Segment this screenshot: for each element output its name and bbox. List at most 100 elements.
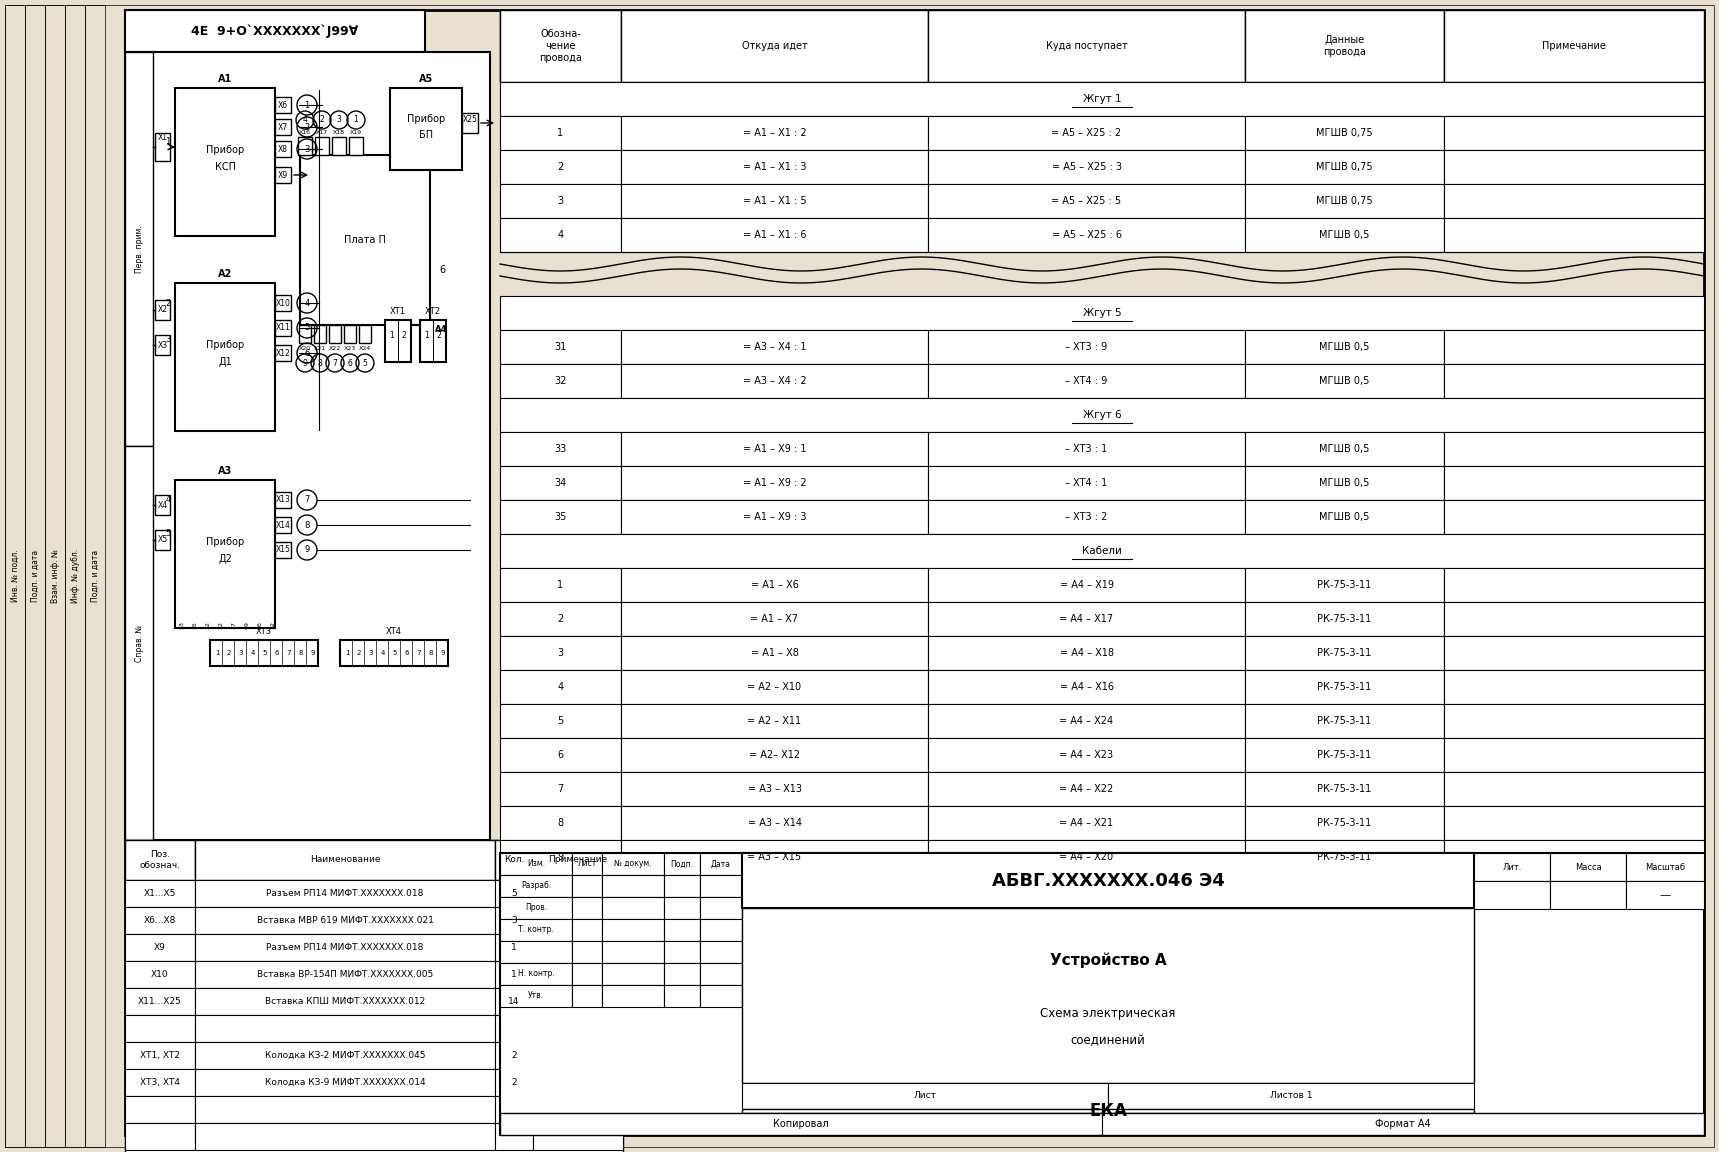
- Bar: [602, 897, 664, 919]
- Bar: [462, 113, 478, 132]
- Text: = А4 – Х16: = А4 – Х16: [1059, 682, 1114, 692]
- Bar: [500, 10, 621, 82]
- Bar: [500, 150, 621, 184]
- Bar: [500, 919, 572, 941]
- Text: Н. контр.: Н. контр.: [517, 970, 554, 978]
- Text: РК-75-3-11: РК-75-3-11: [1317, 818, 1372, 828]
- Text: 1: 1: [304, 100, 309, 109]
- Text: 4: 4: [557, 230, 564, 240]
- Bar: [500, 432, 621, 467]
- Text: Масштаб: Масштаб: [1645, 863, 1685, 872]
- Text: 1: 1: [557, 579, 564, 590]
- Text: Х8: Х8: [278, 144, 289, 153]
- Text: Х23: Х23: [344, 346, 356, 350]
- Bar: [1245, 670, 1444, 704]
- Bar: [928, 467, 1245, 500]
- Bar: [125, 907, 194, 934]
- Bar: [700, 876, 743, 897]
- Bar: [125, 1015, 194, 1043]
- Text: 2: 2: [511, 1078, 517, 1087]
- Text: 7: 7: [416, 650, 421, 655]
- Text: 1: 1: [354, 115, 358, 124]
- Bar: [1444, 602, 1704, 636]
- Text: МГШВ 0,5: МГШВ 0,5: [1318, 511, 1370, 522]
- Text: 33: 33: [179, 621, 184, 629]
- Bar: [1444, 840, 1704, 874]
- Text: А5: А5: [419, 74, 433, 84]
- Bar: [1444, 806, 1704, 840]
- Bar: [1444, 670, 1704, 704]
- Text: 26: 26: [258, 621, 263, 629]
- Bar: [1551, 852, 1626, 881]
- Text: МГШВ 0,5: МГШВ 0,5: [1318, 444, 1370, 454]
- Text: 4: 4: [557, 682, 564, 692]
- Text: Инв. № подл.: Инв. № подл.: [10, 550, 19, 602]
- Text: ХТ4: ХТ4: [387, 628, 402, 637]
- Text: Х17: Х17: [316, 130, 328, 136]
- Text: 3: 3: [557, 647, 564, 658]
- Bar: [500, 184, 621, 218]
- Text: 2: 2: [358, 650, 361, 655]
- Text: 1: 1: [511, 970, 517, 979]
- Bar: [194, 907, 495, 934]
- Text: РК-75-3-11: РК-75-3-11: [1317, 614, 1372, 624]
- Bar: [175, 283, 275, 431]
- Bar: [1245, 432, 1444, 467]
- Bar: [315, 325, 327, 343]
- Text: БП: БП: [419, 130, 433, 141]
- Bar: [210, 641, 318, 666]
- Bar: [125, 446, 153, 840]
- Bar: [495, 1123, 533, 1150]
- Text: 1: 1: [215, 650, 220, 655]
- Text: = А1 – Х1 : 3: = А1 – Х1 : 3: [743, 162, 806, 172]
- Bar: [155, 495, 170, 515]
- Bar: [500, 876, 572, 897]
- Text: 2: 2: [557, 162, 564, 172]
- Text: 8: 8: [428, 650, 433, 655]
- Bar: [1551, 881, 1626, 909]
- Bar: [500, 985, 572, 1007]
- Text: Х9: Х9: [155, 943, 167, 952]
- Bar: [1245, 329, 1444, 364]
- Text: Кол.: Кол.: [504, 856, 524, 864]
- Bar: [621, 432, 928, 467]
- Bar: [664, 852, 700, 876]
- Bar: [315, 137, 328, 156]
- Text: 2: 2: [511, 1051, 517, 1060]
- Text: = А1 – Х9 : 2: = А1 – Х9 : 2: [743, 478, 806, 488]
- Bar: [1245, 704, 1444, 738]
- Bar: [928, 364, 1245, 397]
- Text: = А4 – Х20: = А4 – Х20: [1059, 852, 1114, 862]
- Bar: [155, 335, 170, 355]
- Text: Вставка ВР-154П МИФТ.XXXXXXX.005: Вставка ВР-154П МИФТ.XXXXXXX.005: [256, 970, 433, 979]
- Text: 49: 49: [244, 621, 249, 629]
- Bar: [84, 5, 105, 1147]
- Text: Кабели: Кабели: [1081, 546, 1123, 556]
- Bar: [194, 1096, 495, 1123]
- Text: 2: 2: [437, 331, 442, 340]
- Text: Х16: Х16: [299, 130, 311, 136]
- Text: – ХТ3 : 1: – ХТ3 : 1: [1066, 444, 1107, 454]
- Bar: [1245, 10, 1444, 82]
- Text: 35: 35: [193, 621, 198, 629]
- Bar: [297, 137, 313, 156]
- Bar: [1473, 852, 1551, 881]
- Text: Пров.: Пров.: [524, 903, 547, 912]
- Text: 5: 5: [557, 717, 564, 726]
- Bar: [45, 5, 65, 1147]
- Text: Х14: Х14: [275, 521, 291, 530]
- Bar: [1473, 881, 1551, 909]
- Bar: [125, 10, 425, 52]
- Text: А4: А4: [435, 326, 447, 334]
- Text: Прибор: Прибор: [206, 340, 244, 350]
- Text: Х5: Х5: [158, 536, 168, 545]
- Bar: [385, 320, 411, 362]
- Bar: [743, 852, 1473, 908]
- Text: Х3: Х3: [158, 341, 168, 349]
- Text: А1: А1: [218, 74, 232, 84]
- Text: Х2: Х2: [158, 305, 168, 314]
- Bar: [1444, 364, 1704, 397]
- Bar: [700, 963, 743, 985]
- Bar: [5, 5, 26, 1147]
- Text: 1: 1: [557, 128, 564, 138]
